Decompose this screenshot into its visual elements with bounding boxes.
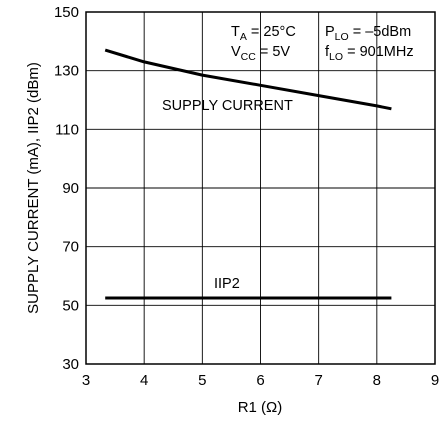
y-tick-label: 70 xyxy=(62,239,79,256)
y-tick-label: 90 xyxy=(62,180,79,197)
x-tick-label: 7 xyxy=(314,372,322,389)
tick-labels: 3 4 5 6 7 8 9 30 50 70 90 110 130 150 xyxy=(54,4,439,389)
x-tick-label: 6 xyxy=(256,372,264,389)
x-tick-label: 3 xyxy=(82,372,90,389)
condition-flo: fLO = 901MHz xyxy=(325,44,414,63)
y-axis-title: SUPPLY CURRENT (mA), IIP2 (dBm) xyxy=(25,62,42,314)
y-tick-label: 130 xyxy=(54,63,79,80)
y-tick-label: 50 xyxy=(62,297,79,314)
y-tick-label: 150 xyxy=(54,4,79,21)
grid xyxy=(86,12,435,364)
x-axis-title: R1 (Ω) xyxy=(238,399,283,416)
x-tick-label: 4 xyxy=(140,372,148,389)
x-tick-label: 9 xyxy=(431,372,439,389)
series-line-supply-current xyxy=(104,48,392,111)
condition-vcc: VCC = 5V xyxy=(231,44,290,63)
y-tick-label: 110 xyxy=(55,121,79,138)
series-layer xyxy=(104,48,392,300)
series-label-iip2: IIP2 xyxy=(214,276,240,292)
x-tick-label: 8 xyxy=(373,372,381,389)
x-tick-label: 5 xyxy=(198,372,206,389)
y-tick-label: 30 xyxy=(62,356,79,373)
plot-frame xyxy=(85,11,436,365)
condition-ta: TA = 25°C xyxy=(231,24,296,43)
series-label-supply-current: SUPPLY CURRENT xyxy=(162,98,293,114)
condition-plo: PLO = –5dBm xyxy=(325,24,411,43)
